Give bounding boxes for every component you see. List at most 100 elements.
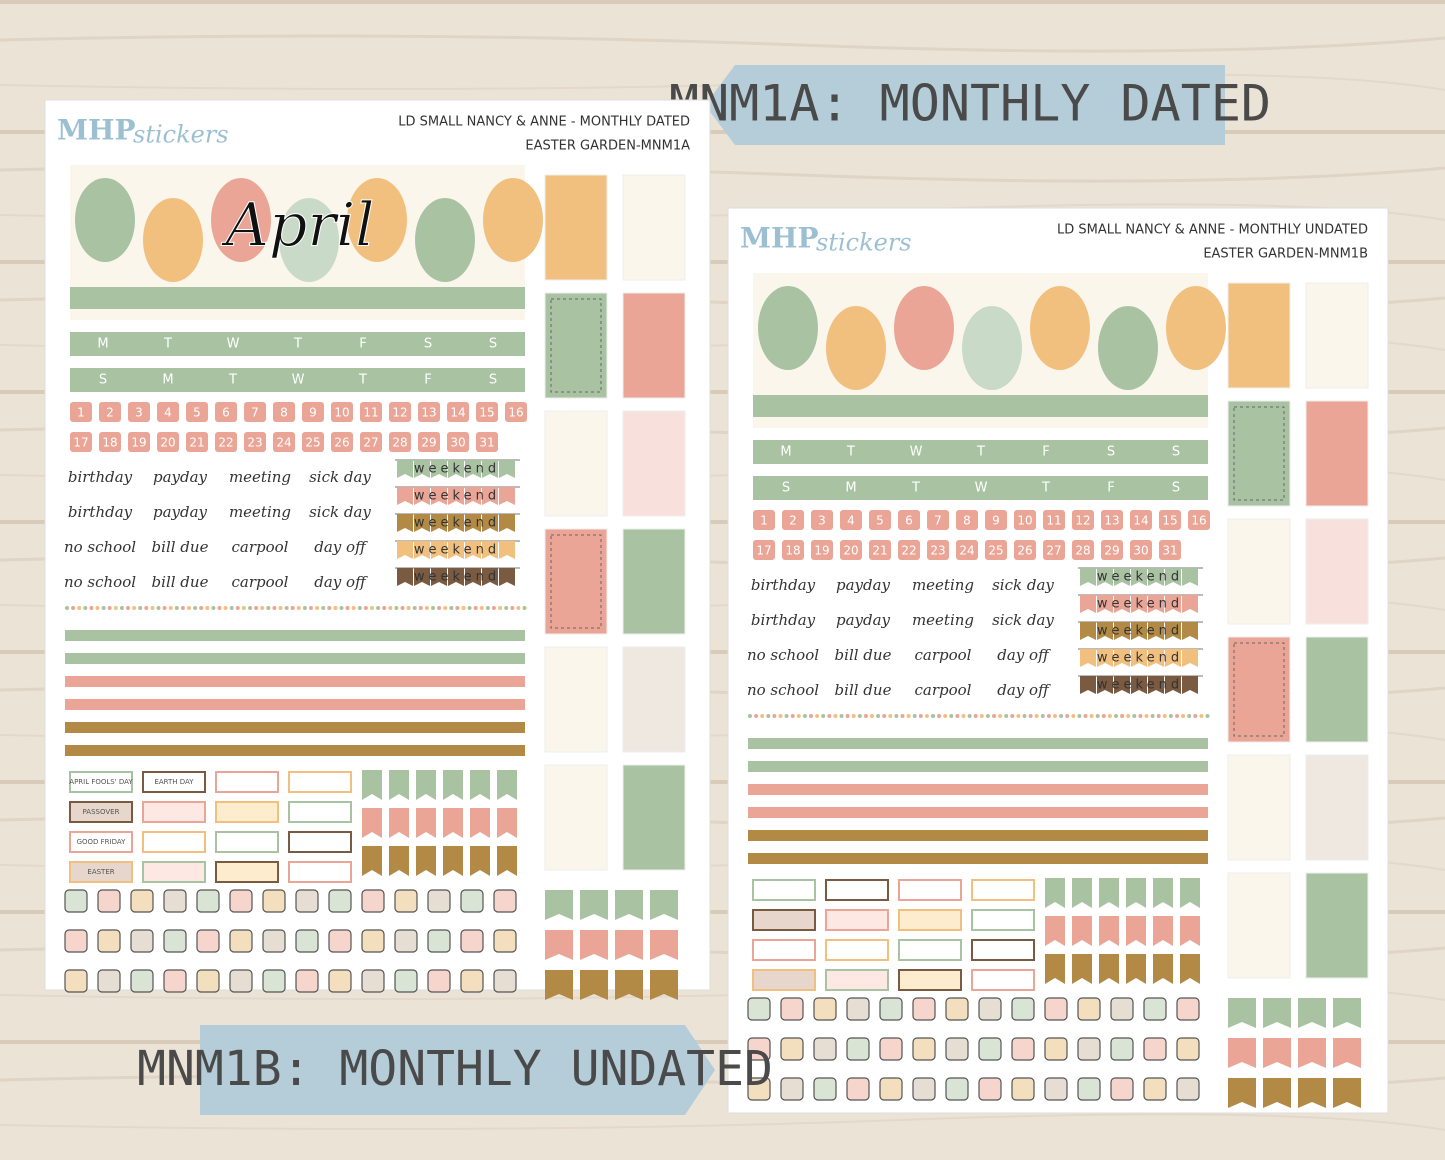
icon <box>879 997 903 1021</box>
label-box <box>69 771 133 793</box>
icon <box>493 969 517 993</box>
banner-flag <box>448 541 464 559</box>
flag-sticker <box>1333 1078 1361 1108</box>
date-number: 3 <box>135 406 143 420</box>
mini-flag <box>1180 954 1200 984</box>
banner-flag <box>397 568 413 586</box>
mini-flag <box>1099 878 1119 908</box>
banner-flag <box>1182 568 1198 586</box>
date-number: 20 <box>843 544 858 558</box>
brand: MHP <box>740 222 819 255</box>
banner-flag <box>499 460 515 478</box>
date-square <box>840 510 862 530</box>
mini-flag <box>362 846 382 876</box>
date-number: 12 <box>1075 514 1090 528</box>
date-square <box>157 402 179 422</box>
label-box <box>971 939 1035 961</box>
date-number: 8 <box>963 514 971 528</box>
banner-flag <box>1148 676 1164 694</box>
banner-flag <box>1097 649 1113 667</box>
dot <box>815 714 820 718</box>
icon <box>493 929 517 953</box>
word-sticker: day off <box>997 681 1051 699</box>
dot <box>961 714 966 718</box>
dot <box>339 606 344 610</box>
mini-flag <box>443 808 463 838</box>
dot <box>1175 714 1179 718</box>
dot <box>187 606 191 610</box>
banner-flag <box>1097 568 1113 586</box>
date-number: 13 <box>1104 514 1119 528</box>
icon <box>747 1037 771 1061</box>
date-number: 27 <box>1046 544 1061 558</box>
date-square <box>1159 540 1181 560</box>
dot <box>1156 714 1161 718</box>
dot <box>1083 714 1088 718</box>
dot <box>900 714 905 718</box>
tile-sticker <box>1305 518 1369 625</box>
mini-flag <box>1126 916 1146 946</box>
flag-sticker <box>545 970 573 1000</box>
label-box <box>69 861 133 883</box>
banner-flag <box>414 541 430 559</box>
icon <box>978 1037 1002 1061</box>
icon <box>780 1037 804 1061</box>
date-square <box>505 402 527 422</box>
dot <box>363 606 368 610</box>
date-square <box>447 432 469 452</box>
date-square <box>1072 540 1094 560</box>
date-square <box>1043 540 1065 560</box>
weekend-text: weekend <box>1097 570 1183 585</box>
banner-flag <box>1114 676 1130 694</box>
banner-flag <box>397 487 413 505</box>
weekday-label: W <box>975 481 988 496</box>
date-square <box>782 510 804 530</box>
mini-flag <box>1099 916 1119 946</box>
date-square <box>869 510 891 530</box>
dot <box>943 714 948 718</box>
tile-sticker <box>1227 754 1291 861</box>
banner-flag <box>414 568 430 586</box>
banner-dated: MNM1A: MONTHLY DATED <box>669 65 1271 145</box>
date-square <box>447 402 469 422</box>
icon <box>912 1037 936 1061</box>
weekday-label: T <box>293 337 302 352</box>
date-number: 16 <box>1191 514 1206 528</box>
egg <box>347 178 407 262</box>
banner-flag <box>482 487 498 505</box>
flag-sticker <box>615 930 643 960</box>
weekend-text: weekend <box>414 489 500 504</box>
dot <box>1168 714 1173 718</box>
banner-flag <box>448 460 464 478</box>
dot <box>754 714 759 718</box>
dot <box>1187 714 1192 718</box>
dot <box>290 606 295 610</box>
dot <box>1120 714 1125 718</box>
date-square <box>1159 510 1181 530</box>
banner-flag <box>499 568 515 586</box>
date-square <box>476 432 498 452</box>
icon <box>64 889 88 913</box>
weekend-text: weekend <box>1097 678 1183 693</box>
flag-sticker <box>650 890 678 920</box>
egg <box>143 198 203 282</box>
egg <box>279 198 339 282</box>
date-square <box>302 432 324 452</box>
header-band <box>753 395 1208 417</box>
label-box <box>752 879 816 901</box>
word-sticker: bill due <box>152 538 209 556</box>
date-number: 15 <box>479 406 494 420</box>
dot <box>418 606 423 610</box>
date-number: 24 <box>276 436 291 450</box>
dot <box>918 714 923 718</box>
flag-sticker <box>545 890 573 920</box>
icon <box>1176 997 1200 1021</box>
dot <box>894 714 899 718</box>
dot <box>431 606 435 610</box>
dot <box>351 606 356 610</box>
dot <box>510 606 515 610</box>
date-square <box>70 402 92 422</box>
dot <box>1059 714 1064 718</box>
icon <box>846 1077 870 1101</box>
date-number: 23 <box>930 544 945 558</box>
